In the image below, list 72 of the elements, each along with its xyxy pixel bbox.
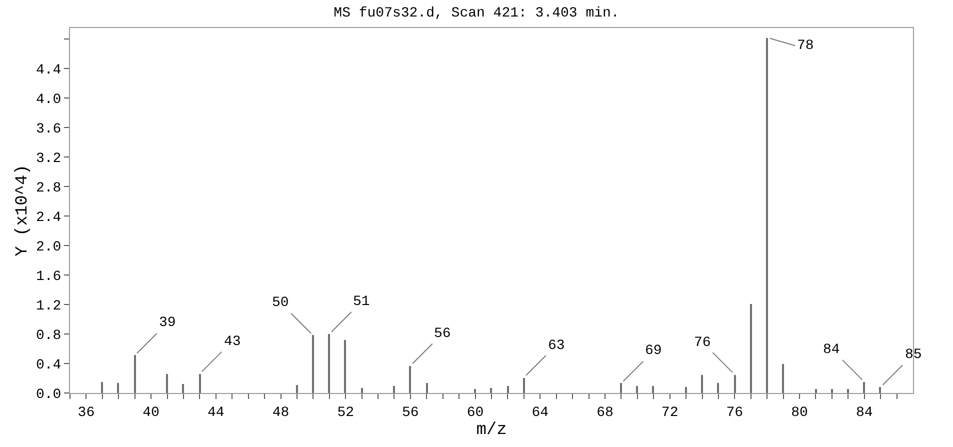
y-tick-label: 3.6 — [36, 121, 62, 138]
annotation: 50 — [272, 295, 289, 311]
bar — [199, 374, 201, 393]
annotation: 69 — [645, 343, 662, 359]
y-axis-title: Y (x10^4) — [14, 164, 33, 256]
bar — [182, 384, 184, 393]
y-tick-label: 4.4 — [36, 62, 62, 78]
annotation: 63 — [548, 338, 565, 354]
bar — [734, 375, 736, 393]
annotation: 84 — [823, 342, 840, 358]
bar — [101, 382, 103, 393]
y-tick-label: 2.0 — [36, 239, 62, 256]
bar — [134, 355, 136, 393]
annotation: 39 — [159, 315, 176, 331]
annotation: 43 — [224, 334, 241, 350]
bar — [652, 386, 654, 393]
y-tick-label: 0.0 — [36, 386, 62, 403]
bar — [766, 38, 768, 393]
bar — [312, 335, 314, 393]
bar — [166, 374, 168, 393]
x-axis-title: m/z — [476, 421, 507, 440]
bar — [344, 340, 346, 393]
bar — [296, 385, 298, 393]
x-tick-label: 36 — [78, 404, 95, 421]
annotation: 51 — [353, 294, 370, 310]
bar — [717, 383, 719, 393]
bar — [393, 386, 395, 393]
bar — [782, 364, 784, 393]
bar — [701, 375, 703, 393]
y-tick-label: 1.6 — [36, 268, 62, 285]
x-tick-label: 68 — [596, 404, 614, 421]
bar — [474, 389, 476, 393]
y-tick-label: 3.2 — [36, 150, 62, 167]
bar — [426, 383, 428, 393]
y-tick-label: 0.4 — [36, 357, 62, 374]
bar — [490, 388, 492, 393]
bar — [361, 388, 363, 393]
bar — [523, 378, 525, 393]
x-tick-label: 48 — [272, 404, 290, 421]
x-tick-label: 80 — [791, 404, 808, 421]
y-tick-label: 1.2 — [36, 298, 62, 314]
annotation: 85 — [905, 347, 922, 363]
annotation: 78 — [797, 38, 814, 54]
bar — [409, 366, 411, 393]
bar — [328, 334, 330, 393]
x-tick-label: 56 — [402, 404, 419, 421]
bar — [750, 304, 752, 393]
y-tick-label: 0.8 — [36, 328, 62, 344]
x-tick-label: 84 — [856, 404, 873, 421]
bar — [879, 387, 881, 393]
annotation: 56 — [434, 326, 451, 342]
bar — [685, 387, 687, 393]
y-tick-label: 4.0 — [36, 92, 62, 108]
annotation: 76 — [694, 335, 711, 351]
x-tick-label: 72 — [661, 404, 678, 421]
y-tick-label: 2.4 — [36, 210, 62, 226]
chart-title: MS fu07s32.d, Scan 421: 3.403 min. — [334, 6, 620, 22]
x-tick-label: 52 — [337, 404, 354, 421]
bar — [831, 389, 833, 393]
bar — [636, 386, 638, 393]
bar — [117, 383, 119, 393]
x-tick-label: 76 — [726, 404, 744, 421]
bar — [620, 383, 622, 393]
bar — [863, 382, 865, 393]
x-tick-label: 60 — [466, 404, 484, 421]
bar — [507, 386, 509, 393]
bar — [815, 389, 817, 393]
x-tick-label: 44 — [207, 404, 224, 421]
x-tick-label: 64 — [532, 404, 549, 421]
x-tick-label: 40 — [142, 404, 160, 421]
bar — [847, 389, 849, 393]
y-tick-label: 2.8 — [36, 180, 62, 196]
